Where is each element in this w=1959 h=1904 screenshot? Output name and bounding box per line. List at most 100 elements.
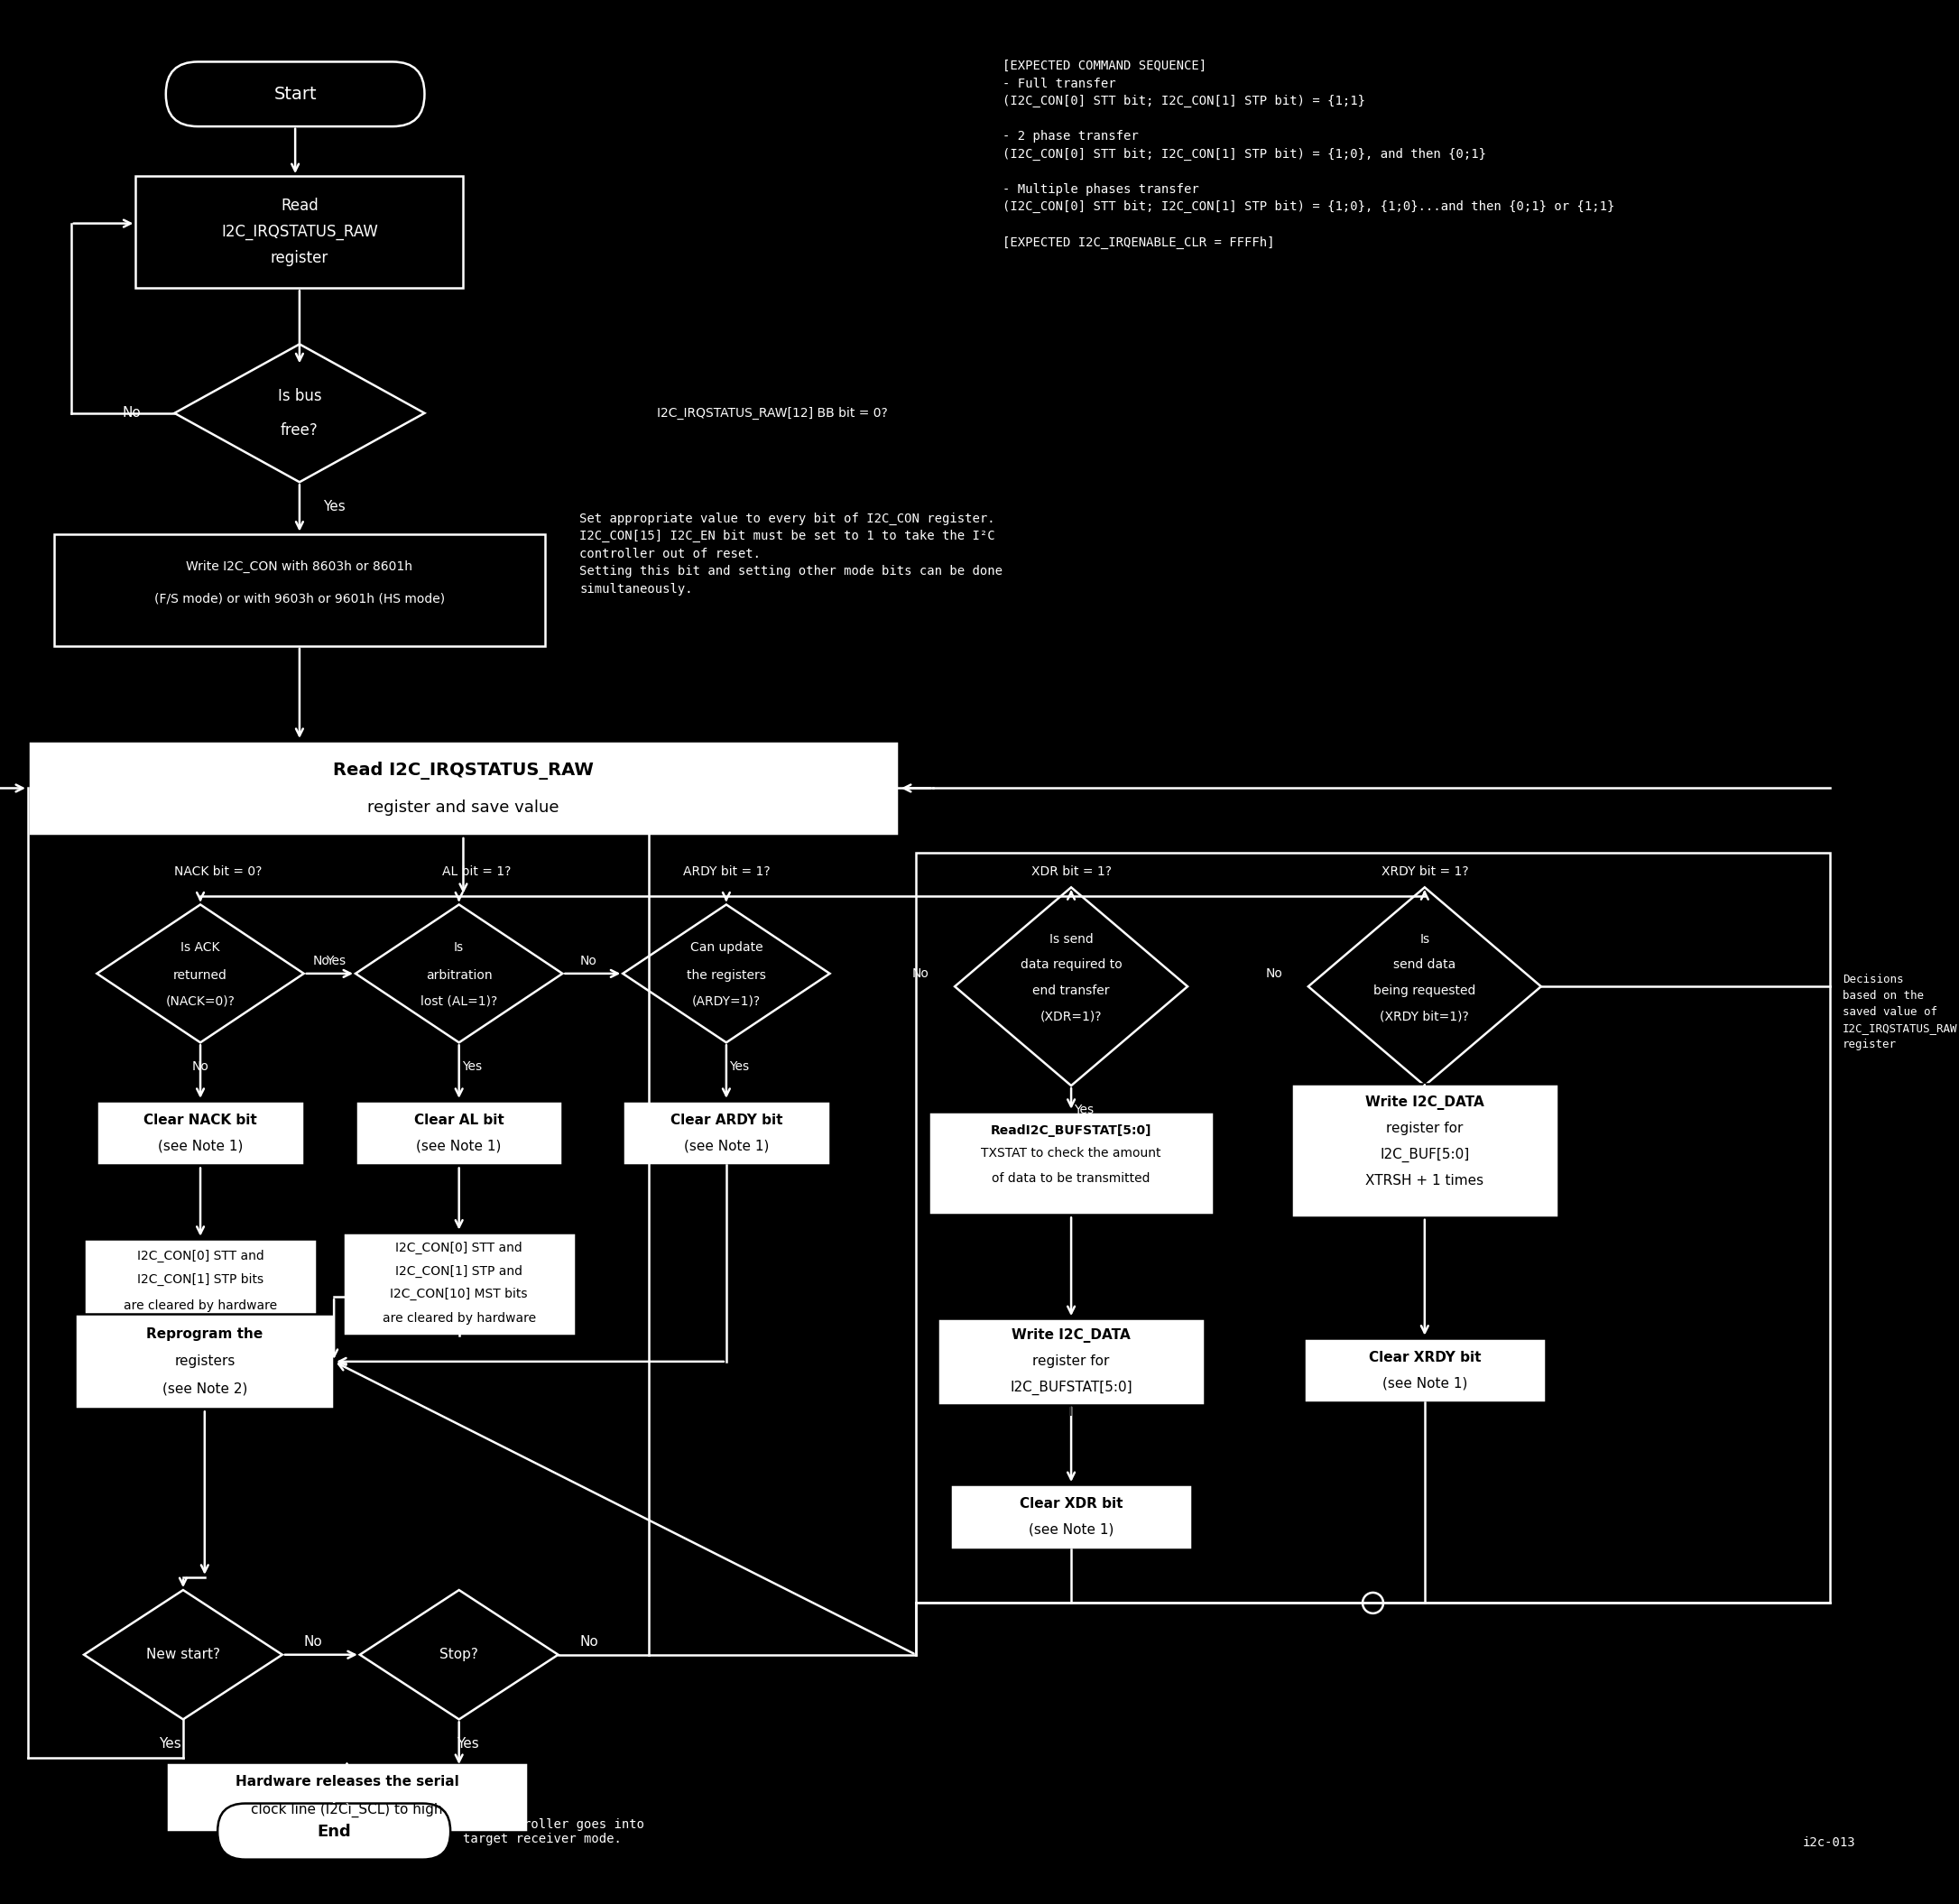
FancyBboxPatch shape bbox=[167, 61, 425, 126]
Text: Is: Is bbox=[1420, 933, 1430, 946]
Text: I2C_BUFSTAT[5:0]: I2C_BUFSTAT[5:0] bbox=[1011, 1380, 1132, 1396]
Bar bbox=[355, 1101, 562, 1165]
Bar bbox=[343, 1232, 576, 1337]
Text: Clear AL bit: Clear AL bit bbox=[413, 1114, 503, 1127]
Text: arbitration: arbitration bbox=[425, 969, 492, 982]
Text: are cleared by hardware: are cleared by hardware bbox=[123, 1299, 276, 1312]
Text: (see Note 2): (see Note 2) bbox=[163, 1382, 247, 1396]
Text: I2C_CON[10] MST bits: I2C_CON[10] MST bits bbox=[390, 1287, 527, 1300]
Text: (XDR=1)?: (XDR=1)? bbox=[1040, 1011, 1103, 1022]
Bar bbox=[27, 741, 899, 836]
Text: [EXPECTED COMMAND SEQUENCE]
- Full transfer
(I2C_CON[0] STT bit; I2C_CON[1] STP : [EXPECTED COMMAND SEQUENCE] - Full trans… bbox=[1003, 59, 1614, 249]
Text: ARDY bit = 1?: ARDY bit = 1? bbox=[682, 866, 770, 878]
Text: I2C_CON[0] STT and: I2C_CON[0] STT and bbox=[396, 1241, 523, 1255]
Text: TXSTAT times: TXSTAT times bbox=[1025, 1405, 1119, 1418]
Text: XRDY bit = 1?: XRDY bit = 1? bbox=[1381, 866, 1467, 878]
Text: I2C_CON[1] STP bits: I2C_CON[1] STP bits bbox=[137, 1274, 264, 1285]
Polygon shape bbox=[174, 345, 425, 482]
Polygon shape bbox=[355, 904, 562, 1043]
Text: Write I2C_CON with 8603h or 8601h: Write I2C_CON with 8603h or 8601h bbox=[186, 560, 413, 573]
Text: Yes: Yes bbox=[1074, 1104, 1093, 1116]
Text: (ARDY=1)?: (ARDY=1)? bbox=[692, 994, 760, 1007]
Text: Yes: Yes bbox=[729, 1061, 748, 1074]
Text: registers: registers bbox=[174, 1356, 235, 1369]
Text: Set appropriate value to every bit of I2C_CON register.
I2C_CON[15] I2C_EN bit m: Set appropriate value to every bit of I2… bbox=[580, 512, 1003, 596]
Bar bbox=[950, 1485, 1191, 1550]
Text: returned: returned bbox=[172, 969, 227, 982]
Polygon shape bbox=[954, 887, 1187, 1085]
Text: I2C_CON[0] STT and: I2C_CON[0] STT and bbox=[137, 1251, 264, 1262]
Text: lost (AL=1)?: lost (AL=1)? bbox=[421, 994, 498, 1007]
Text: No: No bbox=[1266, 967, 1283, 981]
Text: Stop?: Stop? bbox=[439, 1649, 478, 1662]
Text: Write I2C_DATA: Write I2C_DATA bbox=[1365, 1095, 1485, 1110]
Text: Can update: Can update bbox=[690, 941, 762, 954]
Text: register for: register for bbox=[1032, 1356, 1109, 1369]
Bar bbox=[84, 1240, 317, 1329]
Bar bbox=[167, 1763, 529, 1832]
Text: Is bus: Is bus bbox=[278, 388, 321, 404]
Text: I2C_IRQSTATUS_RAW: I2C_IRQSTATUS_RAW bbox=[221, 225, 378, 240]
Polygon shape bbox=[1309, 887, 1542, 1085]
Polygon shape bbox=[84, 1590, 282, 1719]
Text: XTRSH + 1 times: XTRSH + 1 times bbox=[1365, 1173, 1483, 1188]
Text: Is ACK: Is ACK bbox=[180, 941, 219, 954]
Polygon shape bbox=[96, 904, 304, 1043]
Text: Clear XRDY bit: Clear XRDY bit bbox=[1369, 1350, 1481, 1363]
Text: I2C_BUF[5:0]: I2C_BUF[5:0] bbox=[1379, 1148, 1469, 1161]
Text: (see Note 1): (see Note 1) bbox=[1028, 1523, 1115, 1537]
Text: No: No bbox=[580, 1636, 597, 1649]
Text: Yes: Yes bbox=[323, 499, 345, 512]
FancyBboxPatch shape bbox=[217, 1803, 451, 1860]
Text: Decisions
based on the
saved value of
I2C_IRQSTATUS_RAW
register: Decisions based on the saved value of I2… bbox=[1843, 973, 1957, 1051]
Bar bbox=[135, 175, 464, 288]
Text: Clear ARDY bit: Clear ARDY bit bbox=[670, 1114, 782, 1127]
Text: the registers: the registers bbox=[688, 969, 766, 982]
Text: Read: Read bbox=[280, 198, 319, 215]
Text: Yes: Yes bbox=[159, 1736, 182, 1750]
Text: are cleared by hardware: are cleared by hardware bbox=[382, 1312, 535, 1325]
Text: of data to be transmitted: of data to be transmitted bbox=[991, 1173, 1150, 1184]
Text: send data: send data bbox=[1393, 958, 1456, 971]
Text: No: No bbox=[911, 967, 929, 981]
Text: NACK bit = 0?: NACK bit = 0? bbox=[174, 866, 263, 878]
Text: I²C controller goes into
target receiver mode.: I²C controller goes into target receiver… bbox=[464, 1818, 645, 1845]
Text: Yes: Yes bbox=[1428, 1104, 1448, 1116]
Bar bbox=[917, 853, 1830, 1603]
Text: XDR bit = 1?: XDR bit = 1? bbox=[1030, 866, 1111, 878]
Bar bbox=[623, 1101, 831, 1165]
Text: End: End bbox=[317, 1824, 351, 1839]
Text: No: No bbox=[121, 406, 141, 421]
Text: (XRDY bit=1)?: (XRDY bit=1)? bbox=[1379, 1011, 1469, 1022]
Text: Clear NACK bit: Clear NACK bit bbox=[143, 1114, 257, 1127]
Text: TXSTAT to check the amount: TXSTAT to check the amount bbox=[981, 1146, 1162, 1160]
Text: No: No bbox=[313, 954, 329, 967]
Text: end transfer: end transfer bbox=[1032, 984, 1109, 998]
Bar bbox=[1291, 1083, 1557, 1217]
Text: data required to: data required to bbox=[1021, 958, 1123, 971]
Text: No: No bbox=[304, 1636, 323, 1649]
Text: Start: Start bbox=[274, 86, 317, 103]
Text: clock line (I2Ci_SCL) to high: clock line (I2Ci_SCL) to high bbox=[251, 1803, 443, 1816]
Text: register: register bbox=[270, 249, 329, 267]
Text: Is send: Is send bbox=[1050, 933, 1093, 946]
Text: ReadI2C_BUFSTAT[5:0]: ReadI2C_BUFSTAT[5:0] bbox=[991, 1123, 1152, 1137]
Text: Clear XDR bit: Clear XDR bit bbox=[1019, 1497, 1123, 1510]
Bar bbox=[938, 1318, 1205, 1405]
Text: No: No bbox=[192, 1061, 210, 1074]
Text: register and save value: register and save value bbox=[368, 800, 558, 817]
Text: Reprogram the: Reprogram the bbox=[147, 1327, 263, 1340]
Text: New start?: New start? bbox=[147, 1649, 219, 1662]
Text: I2C_CON[1] STP and: I2C_CON[1] STP and bbox=[396, 1264, 523, 1278]
Polygon shape bbox=[623, 904, 831, 1043]
Text: (F/S mode) or with 9603h or 9601h (HS mode): (F/S mode) or with 9603h or 9601h (HS mo… bbox=[155, 592, 445, 605]
Text: Yes: Yes bbox=[325, 954, 345, 967]
Text: being requested: being requested bbox=[1373, 984, 1475, 998]
Bar bbox=[74, 1314, 333, 1409]
Text: Yes: Yes bbox=[462, 1061, 482, 1074]
Bar bbox=[53, 533, 545, 645]
Bar bbox=[929, 1112, 1213, 1215]
Bar bbox=[1305, 1339, 1546, 1403]
Bar bbox=[96, 1101, 304, 1165]
Text: AL bit = 1?: AL bit = 1? bbox=[443, 866, 511, 878]
